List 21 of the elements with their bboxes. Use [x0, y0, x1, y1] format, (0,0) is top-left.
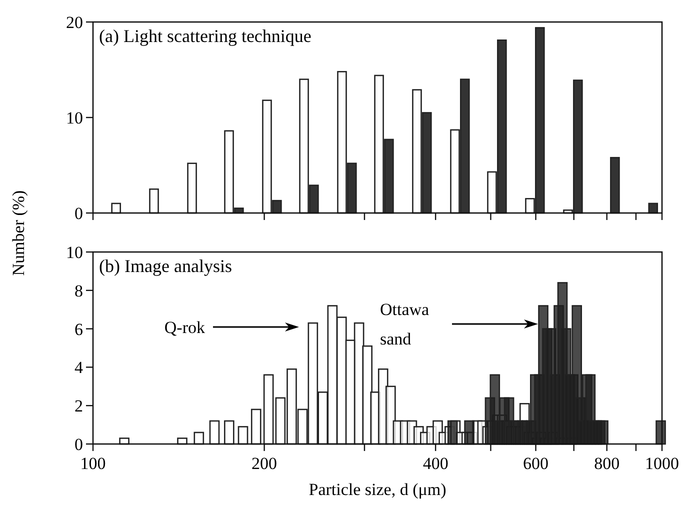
x-tick-label: 200	[252, 454, 278, 473]
y-axis-title: Number (%)	[9, 190, 28, 276]
y-tick-label: 0	[74, 434, 83, 454]
chart-title: (b) Image analysis	[99, 256, 232, 276]
x-tick-label: 800	[594, 454, 620, 473]
annotation: Ottawa sand	[380, 300, 430, 349]
y-tick-label: 0	[74, 204, 83, 223]
chart-title: (a) Light scattering technique	[99, 26, 312, 46]
y-tick-label: 4	[74, 358, 84, 378]
x-tick-label: 400	[422, 454, 448, 473]
y-tick-label: 8	[74, 281, 83, 300]
x-tick-label: 600	[523, 454, 549, 473]
y-tick-label: 2	[74, 396, 83, 416]
x-tick-label: 100	[80, 454, 106, 473]
y-tick-label: 10	[66, 108, 83, 128]
x-axis-title: Particle size, d (μm)	[308, 480, 446, 499]
y-tick-label: 6	[74, 320, 83, 339]
y-tick-label: 20	[66, 12, 83, 32]
y-tick-label: 10	[66, 242, 83, 262]
annotation: Q-rok	[164, 318, 206, 337]
x-tick-label: 1000	[645, 454, 679, 473]
